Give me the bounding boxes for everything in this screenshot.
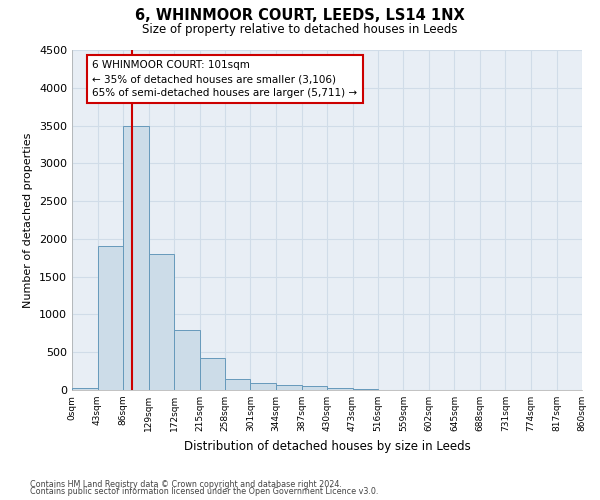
Bar: [353, 389, 378, 390]
X-axis label: Distribution of detached houses by size in Leeds: Distribution of detached houses by size …: [184, 440, 470, 452]
Text: Contains HM Land Registry data © Crown copyright and database right 2024.: Contains HM Land Registry data © Crown c…: [30, 480, 342, 489]
Bar: [174, 330, 199, 390]
Bar: [327, 388, 353, 390]
Bar: [251, 383, 276, 390]
Bar: [97, 246, 123, 390]
Text: Contains public sector information licensed under the Open Government Licence v3: Contains public sector information licen…: [30, 487, 379, 496]
Bar: [72, 388, 97, 390]
Bar: [276, 386, 302, 390]
Y-axis label: Number of detached properties: Number of detached properties: [23, 132, 34, 308]
Bar: [199, 358, 225, 390]
Bar: [302, 386, 327, 390]
Text: 6 WHINMOOR COURT: 101sqm
← 35% of detached houses are smaller (3,106)
65% of sem: 6 WHINMOOR COURT: 101sqm ← 35% of detach…: [92, 60, 358, 98]
Text: 6, WHINMOOR COURT, LEEDS, LS14 1NX: 6, WHINMOOR COURT, LEEDS, LS14 1NX: [135, 8, 465, 22]
Bar: [149, 254, 174, 390]
Text: Size of property relative to detached houses in Leeds: Size of property relative to detached ho…: [142, 22, 458, 36]
Bar: [123, 126, 149, 390]
Bar: [225, 378, 251, 390]
